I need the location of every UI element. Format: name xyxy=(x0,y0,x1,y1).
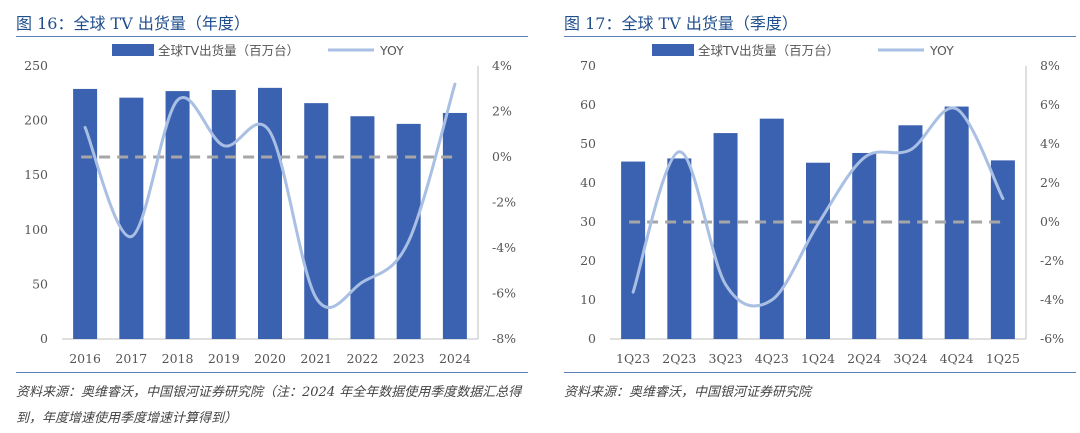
left-tick-label: 50 xyxy=(32,276,48,291)
bar xyxy=(396,123,421,339)
right-tick-label: 4% xyxy=(492,58,512,73)
bar xyxy=(211,90,236,339)
right-tick-label: -4% xyxy=(1040,292,1064,307)
quarterly-shipments-chart: 全球TV出货量（百万台） YOY 0 10 20 30 40 50 60 70 -6% -4% -2% 0… xyxy=(580,43,1064,366)
right-tick-label: 6% xyxy=(1040,97,1060,112)
legend-swatch-bar xyxy=(112,44,154,56)
right-tick-label: -6% xyxy=(1040,331,1064,346)
right-tick-label: -2% xyxy=(492,195,516,210)
left-tick-label: 0 xyxy=(588,331,596,346)
chart-title: 图 16：全球 TV 出货量（年度） xyxy=(16,14,250,33)
x-tick-label: 2020 xyxy=(254,351,286,366)
left-tick-label: 50 xyxy=(580,136,596,151)
left-tick-label: 100 xyxy=(24,222,48,237)
legend-label-line: YOY xyxy=(929,43,954,58)
legend-label-bar: 全球TV出货量（百万台） xyxy=(698,43,839,58)
x-tick-label: 1Q24 xyxy=(801,351,835,366)
bar xyxy=(806,162,830,339)
title-rule xyxy=(564,36,1076,37)
right-tick-label: 2% xyxy=(1040,175,1060,190)
right-tick-label: 8% xyxy=(1040,58,1060,73)
x-tick-label: 4Q23 xyxy=(755,351,789,366)
x-tick-label: 2023 xyxy=(393,351,425,366)
left-tick-label: 0 xyxy=(40,331,48,346)
left-tick-label: 250 xyxy=(24,58,48,73)
left-tick-label: 70 xyxy=(580,58,596,73)
chart-title: 图 17：全球 TV 出货量（季度） xyxy=(564,14,798,33)
x-tick-label: 2Q24 xyxy=(847,351,881,366)
right-tick-label: 2% xyxy=(492,104,512,119)
x-tick-label: 2024 xyxy=(439,351,471,366)
title-rule xyxy=(16,36,528,37)
right-tick-label: -8% xyxy=(492,331,516,346)
bar xyxy=(442,112,467,340)
bar xyxy=(713,133,738,339)
bar xyxy=(852,152,877,339)
left-tick-label: 150 xyxy=(24,167,48,182)
x-tick-label: 2021 xyxy=(300,351,332,366)
x-tick-label: 1Q25 xyxy=(986,351,1020,366)
bar xyxy=(119,97,144,339)
right-tick-label: 0% xyxy=(1040,214,1060,229)
x-tick-label: 3Q24 xyxy=(893,351,927,366)
source-note: 资料来源：奥维睿沃，中国银河证券研究院（注：2024 年全年数据使用季度数据汇总… xyxy=(16,385,522,426)
annual-shipments-chart: 全球TV出货量（百万台） YOY 0 50 100 150 200 250 -8% -6% -4% -… xyxy=(24,43,516,366)
x-tick-label: 2018 xyxy=(162,351,194,366)
bar xyxy=(759,118,784,340)
right-tick-label: 0% xyxy=(492,149,512,164)
right-tick-label: -2% xyxy=(1040,253,1064,268)
left-tick-label: 20 xyxy=(580,253,596,268)
legend-label-bar: 全球TV出货量（百万台） xyxy=(158,43,299,58)
x-tick-label: 2022 xyxy=(347,351,379,366)
legend-swatch-bar xyxy=(652,44,694,56)
bar xyxy=(304,103,329,340)
bar xyxy=(990,160,1015,339)
left-tick-label: 30 xyxy=(580,214,596,229)
footer-rule xyxy=(564,372,1076,373)
x-tick-label: 2Q23 xyxy=(662,351,696,366)
x-tick-label: 2017 xyxy=(115,351,147,366)
bar xyxy=(667,158,692,339)
bar xyxy=(350,116,375,340)
x-tick-label: 3Q23 xyxy=(709,351,743,366)
bar xyxy=(621,161,646,339)
x-tick-label: 4Q24 xyxy=(940,351,974,366)
legend-label-line: YOY xyxy=(379,43,404,58)
right-tick-label: 4% xyxy=(1040,136,1060,151)
bar xyxy=(898,125,923,339)
x-tick-label: 2019 xyxy=(208,351,240,366)
left-tick-label: 60 xyxy=(580,97,596,112)
x-tick-label: 1Q23 xyxy=(616,351,650,366)
yoy-line xyxy=(631,106,1005,308)
source-note: 资料来源：奥维睿沃，中国银河证券研究院 xyxy=(564,385,812,400)
bar xyxy=(165,91,190,339)
left-tick-label: 200 xyxy=(24,113,48,128)
left-tick-label: 10 xyxy=(580,292,596,307)
footer-rule xyxy=(16,372,528,373)
left-tick-label: 40 xyxy=(580,175,596,190)
right-tick-label: -6% xyxy=(492,286,516,301)
x-tick-label: 2016 xyxy=(69,351,101,366)
right-tick-label: -4% xyxy=(492,240,516,255)
